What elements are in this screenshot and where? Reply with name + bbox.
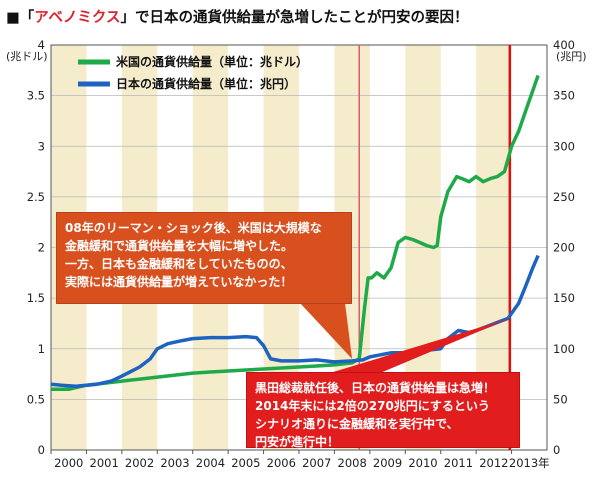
callout-line: シナリオ通りに金融緩和を実行中で、	[255, 417, 459, 431]
callout-line: 円安が進行中！	[255, 435, 340, 449]
right-tick-label: 100	[553, 342, 575, 356]
right-tick-label: 50	[553, 392, 568, 406]
title-suffix: 」で日本の通貨供給量が急増したことが円安の要因！	[120, 10, 469, 26]
title-highlight: アベノミクス	[34, 10, 121, 26]
left-tick-label: 2	[38, 241, 45, 255]
x-tick-label: 2006	[267, 456, 296, 470]
left-tick-label: 0.5	[27, 392, 45, 406]
callout-pointer	[330, 318, 510, 373]
callout-line: 黒田総裁就任後、日本の通貨供給量は急増！	[255, 381, 496, 395]
right-tick-label: 200	[553, 241, 575, 255]
left-tick-label: 0	[38, 443, 45, 457]
left-tick-label: 1.5	[27, 291, 45, 305]
lehman-callout: 08年のリーマン・ショック後、米国は大規模な 金融緩和で通貨供給量を大幅に増やし…	[56, 212, 352, 304]
x-tick-label: 2002	[125, 456, 154, 470]
left-tick-label: 4	[38, 38, 45, 52]
callout-line: 08年のリーマン・ショック後、米国は大規模な	[65, 221, 322, 235]
kuroda-callout: 黒田総裁就任後、日本の通貨供給量は急増！ 2014年末には2倍の270兆円にする…	[246, 372, 520, 449]
x-tick-label: 2013年	[509, 456, 550, 470]
x-tick-label: 2005	[231, 456, 260, 470]
right-tick-label: 300	[553, 139, 575, 153]
x-tick-label: 2011	[444, 456, 473, 470]
page-title: ■「アベノミクス」で日本の通貨供給量が急増したことが円安の要因！	[6, 6, 468, 27]
left-axis-unit: (兆ドル)	[6, 50, 48, 63]
right-tick-label: 0	[553, 443, 560, 457]
us-money-supply-line	[51, 74, 540, 392]
left-tick-label: 3	[38, 139, 45, 153]
right-tick-label: 400	[553, 38, 575, 52]
title-prefix: ■「	[6, 10, 35, 26]
right-tick-label: 150	[553, 291, 575, 305]
left-tick-label: 2.5	[27, 190, 45, 204]
x-tick-label: 2012	[479, 456, 508, 470]
legend-label: 日本の通貨供給量（単位：兆円）	[116, 76, 296, 91]
right-axis-unit: (兆円)	[556, 50, 587, 63]
x-tick-label: 2010	[408, 456, 437, 470]
x-tick-label: 2001	[90, 456, 119, 470]
x-tick-label: 2008	[338, 456, 367, 470]
right-tick-label: 250	[553, 190, 575, 204]
legend-label: 米国の通貨供給量（単位：兆ドル）	[116, 54, 308, 69]
left-tick-label: 3.5	[27, 89, 45, 103]
x-tick-label: 2004	[196, 456, 225, 470]
callout-line: 実際には通貨供給量が増えていなかった！	[65, 275, 293, 289]
x-tick-label: 2003	[160, 456, 189, 470]
callout-line: 2014年末には2倍の270兆円にするという	[255, 399, 490, 413]
right-tick-label: 350	[553, 89, 575, 103]
x-tick-label: 2007	[302, 456, 331, 470]
callout-line: 金融緩和で通貨供給量を大幅に増やした。	[65, 239, 294, 253]
left-tick-label: 1	[38, 342, 45, 356]
x-tick-label: 2000	[54, 456, 83, 470]
x-tick-label: 2009	[373, 456, 402, 470]
callout-line: 一方、日本も金融緩和をしていたものの、	[65, 257, 293, 271]
callout-pointer	[300, 303, 353, 359]
